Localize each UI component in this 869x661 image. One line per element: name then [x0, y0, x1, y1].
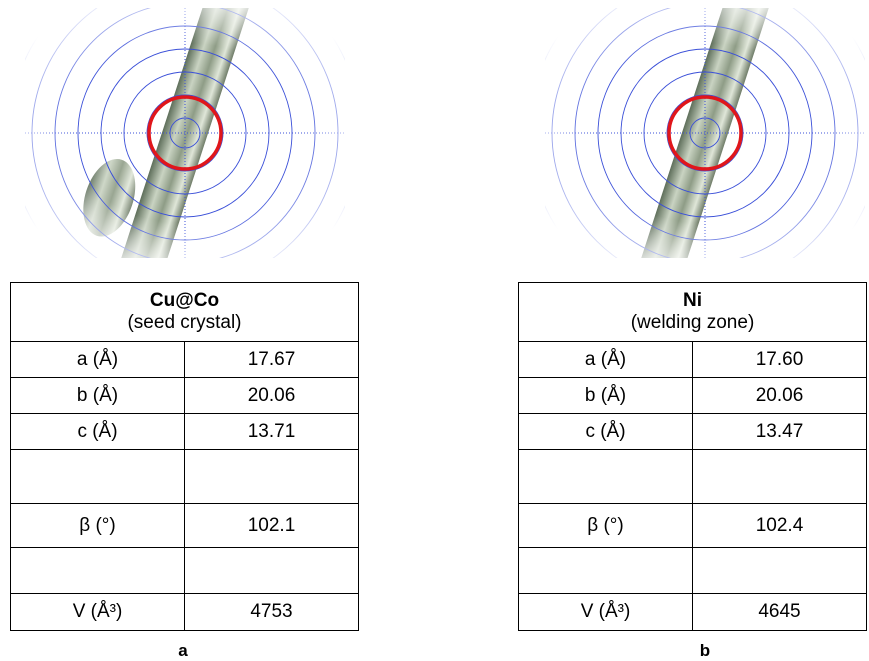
label-cell: b (Å) [518, 377, 693, 414]
empty-cell [692, 449, 867, 504]
value-cell: 20.06 [184, 377, 359, 414]
table-subtitle: (seed crystal) [127, 312, 242, 333]
crystal-image [545, 8, 865, 258]
label-cell: c (Å) [518, 413, 693, 450]
value-cell: 17.67 [184, 341, 359, 378]
table-row: V (Å³) 4645 [518, 593, 867, 631]
table-row: β (°) 102.1 [10, 503, 359, 548]
label-cell: c (Å) [10, 413, 185, 450]
data-table: Cu@Co (seed crystal) a (Å) 17.67 b (Å) 20.06 c… [10, 282, 359, 631]
empty-cell [10, 449, 185, 504]
table-row: b (Å) 20.06 [518, 377, 867, 414]
target-circle [667, 95, 743, 171]
table-row: V (Å³) 4753 [10, 593, 359, 631]
header-cell: Ni (welding zone) [518, 282, 867, 342]
value-cell: 17.60 [692, 341, 867, 378]
table-row [518, 547, 867, 594]
label-cell: b (Å) [10, 377, 185, 414]
table-row: c (Å) 13.71 [10, 413, 359, 450]
table-subtitle: (welding zone) [630, 312, 755, 333]
empty-cell [184, 449, 359, 504]
header-row: Cu@Co (seed crystal) [10, 282, 359, 342]
value-cell: 102.1 [184, 503, 359, 548]
empty-cell [518, 449, 693, 504]
label-cell: a (Å) [10, 341, 185, 378]
value-cell: 13.71 [184, 413, 359, 450]
label-cell: V (Å³) [10, 593, 185, 631]
value-cell: 4753 [184, 593, 359, 631]
table-title: Ni [683, 290, 702, 311]
table-row: β (°) 102.4 [518, 503, 867, 548]
value-cell: 4645 [692, 593, 867, 631]
table-row: b (Å) 20.06 [10, 377, 359, 414]
panel-label: b [699, 641, 711, 660]
crystal-image [25, 8, 345, 258]
value-cell: 20.06 [692, 377, 867, 414]
panel-label: a [178, 641, 188, 660]
table-title: Cu@Co [149, 290, 220, 311]
table-row [10, 449, 359, 504]
table-row: a (Å) 17.67 [10, 341, 359, 378]
fade [545, 8, 865, 258]
label-cell: a (Å) [518, 341, 693, 378]
empty-cell [184, 547, 359, 594]
table-row: a (Å) 17.60 [518, 341, 867, 378]
empty-cell [10, 547, 185, 594]
fade [25, 8, 345, 258]
value-cell: 13.47 [692, 413, 867, 450]
header-cell: Cu@Co (seed crystal) [10, 282, 359, 342]
table-row [518, 449, 867, 504]
label-cell: V (Å³) [518, 593, 693, 631]
label-cell: β (°) [518, 503, 693, 548]
data-table: Ni (welding zone) a (Å) 17.60 b (Å) 20.06 c (Å… [518, 282, 867, 631]
empty-cell [518, 547, 693, 594]
table-row [10, 547, 359, 594]
empty-cell [692, 547, 867, 594]
table-row: c (Å) 13.47 [518, 413, 867, 450]
target-circle [147, 95, 223, 171]
label-cell: β (°) [10, 503, 185, 548]
value-cell: 102.4 [692, 503, 867, 548]
header-row: Ni (welding zone) [518, 282, 867, 342]
